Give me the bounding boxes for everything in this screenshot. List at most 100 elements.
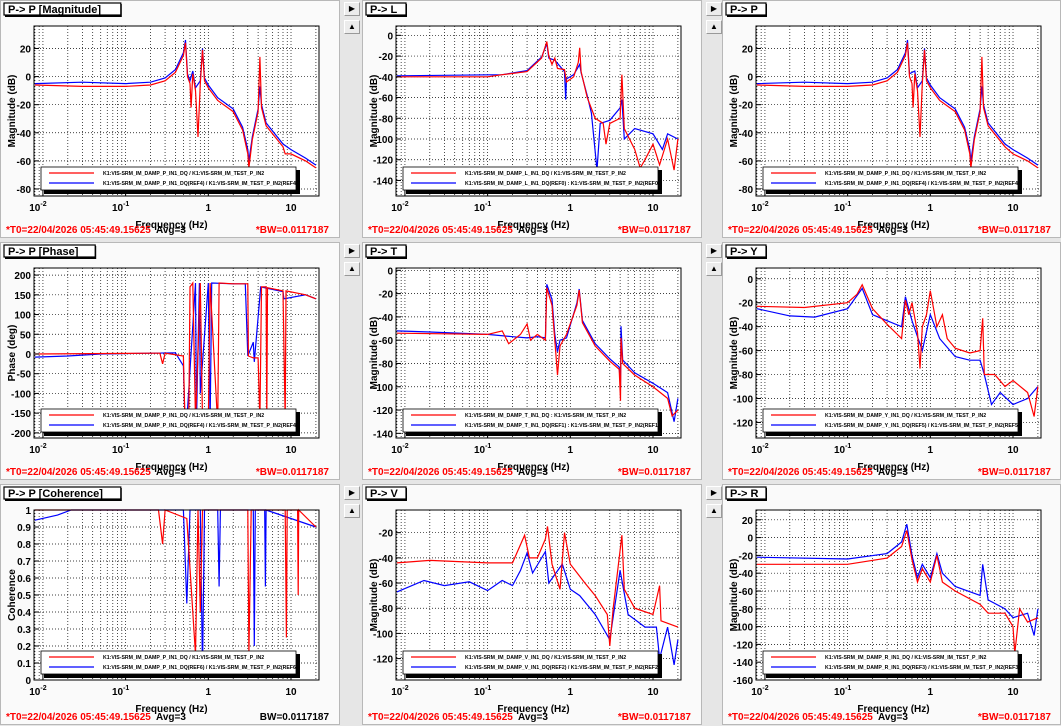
y-tick-label: -60 (739, 587, 754, 598)
y-tick-label: -20 (739, 551, 754, 562)
y-tick-label: 0 (25, 73, 31, 84)
t0-label: *T0=22/04/2026 05:45:49.15625 (368, 712, 513, 723)
legend-entry: K1:VIS-SRM_IM_DAMP_P_IN1_DQ(REF6) / K1:V… (103, 665, 298, 671)
next-button[interactable]: ▶ (344, 244, 360, 258)
t0-label: *T0=22/04/2026 05:45:49.15625 (368, 225, 513, 236)
x-tick-label: 10-2 (29, 443, 46, 456)
legend: K1:VIS-SRM_IM_DAMP_V_IN1_DQ / K1:VIS-SRM… (402, 650, 662, 678)
legend: K1:VIS-SRM_IM_DAMP_P_IN1_DQ / K1:VIS-SRM… (40, 166, 300, 194)
chart-svg[interactable]: P-> R 20 0 -20 -40 -60 -80 -100 -120 -140 -16010-2… (723, 485, 1061, 726)
y-axis-label: Magnitude (dB) (369, 559, 380, 632)
t0-label: *T0=22/04/2026 05:45:49.15625 (6, 712, 151, 723)
up-button[interactable]: ▲ (344, 20, 360, 34)
chart-svg[interactable]: P-> P [Coherence] 1 0.9 0.8 0.7 0.6 0.5 0.4 0.3 0… (1, 485, 341, 726)
x-tick-label: 10-1 (474, 685, 491, 698)
x-axis-label: Frequency (Hz) (857, 704, 929, 715)
plot-title: P-> P [Phase] (8, 246, 79, 258)
plot-panel-p-p-magnitude: P-> P [Magnitude] 20 0 -20 -40 -60 -80 10-2 10-1… (0, 0, 340, 238)
legend-entry: K1:VIS-SRM_IM_DAMP_P_IN1_DQ / K1:VIS-SRM… (825, 171, 986, 177)
plot-title-box[interactable]: P-> P [Magnitude] (3, 2, 122, 17)
y-tick-label: -120 (733, 418, 753, 429)
y-tick-label: -140 (733, 658, 753, 669)
x-tick-label: 1 (206, 445, 212, 456)
plot-title: P-> P (730, 4, 758, 16)
y-tick-label: -60 (379, 336, 394, 347)
legend: K1:VIS-SRM_IM_DAMP_T_IN1_DQ : K1:VIS-SRM… (402, 408, 662, 436)
plot-frame (755, 267, 1042, 439)
x-tick-label: 10 (1007, 445, 1019, 456)
plot-title-box[interactable]: P-> P (725, 2, 767, 17)
y-tick-label: -80 (379, 604, 394, 615)
up-button[interactable]: ▲ (706, 262, 722, 276)
plot-panel-p-t: P-> T 0 -20 -40 -60 -80 -100 -120 -140 10-2 10-1 1 1… (362, 242, 702, 480)
plot-title-box[interactable]: P-> P [Phase] (3, 244, 97, 259)
y-tick-label: -120 (373, 655, 393, 666)
x-tick-label: 10-2 (391, 443, 408, 456)
legend-entry: K1:VIS-SRM_IM_DAMP_P_IN1_DQ / K1:VIS-SRM… (103, 655, 264, 661)
plot-title-box[interactable]: P-> V (365, 486, 407, 501)
y-tick-label: 0 (25, 350, 31, 361)
y-tick-label: 0.3 (17, 625, 31, 636)
legend-entry: K1:VIS-SRM_IM_DAMP_P_IN1_DQ / K1:VIS-SRM… (103, 171, 264, 177)
next-button[interactable]: ▶ (706, 244, 722, 258)
chart-svg[interactable]: P-> P [Magnitude] 20 0 -20 -40 -60 -80 10-2 10-1… (1, 1, 341, 239)
plot-title-box[interactable]: P-> R (725, 486, 767, 501)
y-tick-label: -40 (17, 129, 32, 140)
plot-title-box[interactable]: P-> P [Coherence] (3, 486, 122, 501)
series-current-line (396, 41, 679, 171)
next-button[interactable]: ▶ (706, 2, 722, 16)
x-axis-label: Frequency (Hz) (857, 220, 929, 231)
x-tick-label: 1 (568, 687, 574, 698)
x-tick-label: 10 (647, 203, 659, 214)
y-tick-label: 20 (20, 44, 32, 55)
chart-svg[interactable]: P-> P 20 0 -20 -40 -60 -80 10-2 10-1 1 10 Frequency… (723, 1, 1061, 239)
panel-button-column: ▶ ▲ (344, 244, 360, 280)
t0-label: *T0=22/04/2026 05:45:49.15625 (368, 467, 513, 478)
bw-label: *BW=0.0117187 (978, 712, 1052, 723)
panel-button-column: ▶ ▲ (706, 244, 722, 280)
up-button[interactable]: ▲ (706, 504, 722, 518)
y-tick-label: -20 (739, 299, 754, 310)
bw-label: *BW=0.0117187 (256, 225, 330, 236)
x-axis-label: Frequency (Hz) (135, 220, 207, 231)
plot-title: P-> P [Coherence] (8, 488, 103, 500)
series-current-line (756, 283, 1039, 417)
y-tick-label: 0 (747, 534, 753, 545)
next-button[interactable]: ▶ (344, 486, 360, 500)
y-tick-label: -60 (739, 347, 754, 358)
avg-label: Avg=3 (156, 225, 186, 236)
y-tick-label: 1 (25, 506, 31, 517)
up-button[interactable]: ▲ (344, 504, 360, 518)
y-tick-label: -100 (733, 394, 753, 405)
legend-entry: K1:VIS-SRM_IM_DAMP_P_IN1_DQ(REF4) / K1:V… (103, 181, 298, 187)
y-tick-label: 150 (14, 291, 31, 302)
x-axis-label: Frequency (Hz) (497, 462, 569, 473)
up-button[interactable]: ▲ (706, 20, 722, 34)
x-tick-label: 10-1 (474, 443, 491, 456)
plot-title-box[interactable]: P-> T (365, 244, 407, 259)
next-button[interactable]: ▶ (706, 486, 722, 500)
x-tick-label: 10-2 (751, 443, 768, 456)
y-tick-label: -20 (379, 52, 394, 63)
y-tick-label: -20 (17, 101, 32, 112)
plot-title-box[interactable]: P-> Y (725, 244, 767, 259)
bw-label: *BW=0.0117187 (256, 467, 330, 478)
plot-title-box[interactable]: P-> L (365, 2, 407, 17)
avg-label: Avg=3 (518, 225, 548, 236)
up-button[interactable]: ▲ (344, 262, 360, 276)
plot-frame (33, 267, 320, 439)
next-button[interactable]: ▶ (344, 2, 360, 16)
y-tick-label: -60 (379, 579, 394, 590)
chart-svg[interactable]: P-> V -20 -40 -60 -80 -100 -120 10-2 10-1 1 10 Freq… (363, 485, 703, 726)
y-tick-label: -120 (733, 640, 753, 651)
plot-panel-p-l: P-> L 0 -20 -40 -60 -80 -100 -120 -140 10-2 10-1 1 1… (362, 0, 702, 238)
bw-label: BW=0.0117187 (260, 712, 330, 723)
y-axis-label: Magnitude (dB) (729, 559, 740, 632)
chart-svg[interactable]: P-> P [Phase] 200 150 100 50 0 -50 -100 -150 -200… (1, 243, 341, 481)
chart-svg[interactable]: P-> Y 0 -20 -40 -60 -80 -100 -120 10-2 10-1 1 10 Fre… (723, 243, 1061, 481)
y-tick-label: -20 (379, 290, 394, 301)
chart-svg[interactable]: P-> T 0 -20 -40 -60 -80 -100 -120 -140 10-2 10-1 1 1… (363, 243, 703, 481)
avg-label: Avg=3 (518, 712, 548, 723)
x-tick-label: 10-2 (751, 201, 768, 214)
chart-svg[interactable]: P-> L 0 -20 -40 -60 -80 -100 -120 -140 10-2 10-1 1 1… (363, 1, 703, 239)
